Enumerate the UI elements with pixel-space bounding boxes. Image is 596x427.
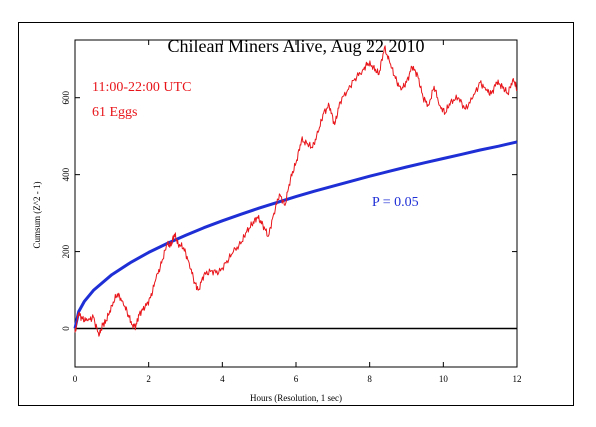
x-tick-label: 12	[513, 374, 522, 384]
y-tick-label: 400	[61, 167, 71, 181]
x-tick-label: 2	[146, 374, 151, 384]
y-tick-label: 600	[61, 90, 71, 104]
annotation-eggs: 61 Eggs	[92, 105, 138, 120]
y-tick-label: 0	[61, 326, 71, 331]
p-value-label: P = 0.05	[372, 195, 419, 210]
y-axis-label: Cumsum (Z^2 - 1)	[32, 182, 42, 249]
x-axis-label: Hours (Resolution, 1 sec)	[250, 393, 342, 403]
y-tick-label: 200	[61, 244, 71, 258]
cumsum-deviation-line	[74, 45, 518, 337]
x-tick-label: 8	[367, 374, 372, 384]
annotation-time-range: 11:00-22:00 UTC	[92, 80, 191, 95]
chart-title: Chilean Miners Alive, Aug 22 2010	[168, 36, 425, 56]
x-tick-label: 6	[294, 374, 299, 384]
x-tick-label: 0	[73, 374, 78, 384]
probability-envelope-line	[73, 140, 518, 329]
x-tick-label: 10	[439, 374, 449, 384]
x-tick-label: 4	[220, 374, 225, 384]
